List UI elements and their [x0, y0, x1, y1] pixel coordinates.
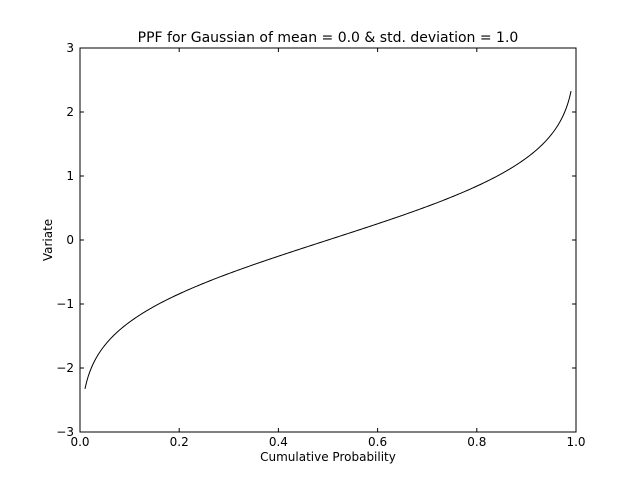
- x-tick-label: 0.2: [170, 435, 189, 449]
- y-axis-label: Variate: [41, 219, 55, 261]
- x-tick-label: 0.4: [269, 435, 288, 449]
- y-tick-label: 1: [66, 169, 74, 183]
- x-axis-label: Cumulative Probability: [260, 450, 396, 464]
- y-tick-label: −2: [56, 361, 74, 375]
- y-tick-label: 3: [66, 41, 74, 55]
- x-tick-label: 1.0: [566, 435, 585, 449]
- x-tick-label: 0.0: [70, 435, 89, 449]
- y-tick-label: −3: [56, 425, 74, 439]
- y-axis-ticks: −3 −2 −1 0 1 2 3: [56, 41, 576, 439]
- chart-title: PPF for Gaussian of mean = 0.0 & std. de…: [138, 30, 519, 46]
- y-tick-label: 0: [66, 233, 74, 247]
- x-tick-label: 0.8: [467, 435, 486, 449]
- x-tick-label: 0.6: [368, 435, 387, 449]
- x-axis-ticks: 0.0 0.2 0.4 0.6 0.8 1.0: [70, 48, 586, 449]
- y-tick-label: 2: [66, 105, 74, 119]
- ppf-line: [84, 90, 572, 390]
- plot-area: 0.0 0.2 0.4 0.6 0.8 1.0 −3 −2 −1 0 1 2 3: [56, 41, 585, 449]
- y-tick-label: −1: [56, 297, 74, 311]
